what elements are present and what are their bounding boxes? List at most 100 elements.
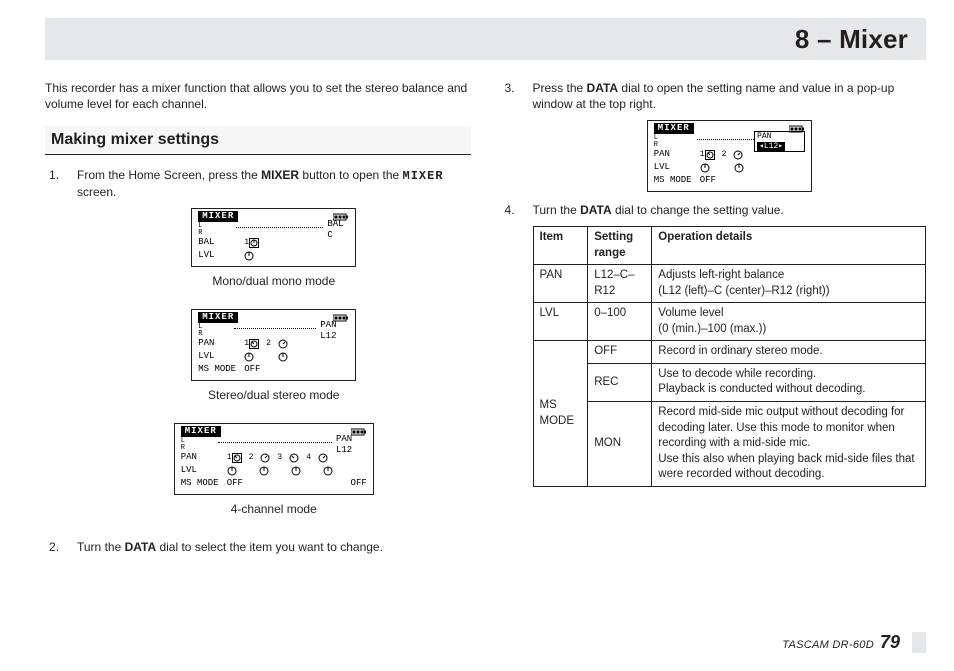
lcd-popup-pan: PAN [654, 149, 700, 160]
knob-icon [289, 453, 299, 463]
lcd-popup-msval: OFF [700, 175, 716, 186]
knob-icon [278, 352, 288, 362]
figure-popup: MIXER L R PAN ◂L12▸ PAN12 LVL MS MODEOFF [533, 120, 927, 192]
step3-bold: DATA [587, 81, 619, 95]
caption-4ch: 4-channel mode [231, 501, 317, 517]
th-details: Operation details [652, 227, 926, 265]
lcd-stereo-lvl: LVL [198, 351, 244, 362]
step1-part-c: screen. [77, 185, 116, 199]
cell-msmode: MS MODE [533, 341, 588, 486]
figure-mono: MIXER L RBAL C BAL1 LVL Mono/dual mono m… [77, 208, 471, 301]
step4-part-b: dial to change the setting value. [612, 203, 784, 217]
cell-lvl-details: Volume level (0 (min.)–100 (max.)) [652, 303, 926, 341]
cell-ms-rec-details: Use to decode while recording. Playback … [652, 363, 926, 401]
knob-icon [249, 339, 259, 349]
knob-icon [700, 163, 710, 173]
steps-list-left: From the Home Screen, press the MIXER bu… [45, 167, 471, 556]
lcd-popup-title: MIXER [654, 123, 694, 134]
table-row: MS MODE OFF Record in ordinary stereo mo… [533, 341, 926, 364]
table-row: MON Record mid-side mic output without d… [533, 402, 926, 487]
lcd-4ch-msmode: MS MODE [181, 478, 227, 489]
left-column: This recorder has a mixer function that … [45, 80, 471, 621]
cell-ms-mon-details: Record mid-side mic output without decod… [652, 402, 926, 487]
knob-icon [318, 453, 328, 463]
lcd-popup-lr: L R [654, 135, 698, 149]
knob-icon [232, 453, 242, 463]
lcd-4ch-pan: PAN [181, 452, 227, 463]
lcd-popup-label: PAN [757, 132, 771, 141]
lcd-mono-title: MIXER [198, 211, 238, 222]
lcd-stereo-pan: PAN [198, 338, 244, 349]
knob-icon [227, 466, 237, 476]
steps-list-right: Press the DATA dial to open the setting … [501, 80, 927, 487]
lcd-4ch-lvl: LVL [181, 465, 227, 476]
lcd-popup: MIXER L R PAN ◂L12▸ PAN12 LVL MS MODEOFF [647, 120, 812, 192]
knob-icon [244, 352, 254, 362]
step1-part-b: button to open the [299, 168, 402, 182]
step-3: Press the DATA dial to open the setting … [501, 80, 927, 192]
footer-product: TASCAM DR-60D [782, 639, 874, 651]
step3-part-a: Press the [533, 81, 587, 95]
footer-page-number: 79 [880, 632, 900, 653]
lcd-4ch-title: MIXER [181, 426, 221, 437]
lcd-popup-msmode: MS MODE [654, 175, 700, 186]
cell-pan-range: L12–C–R12 [588, 265, 652, 303]
cell-ms-off-details: Record in ordinary stereo mode. [652, 341, 926, 364]
th-range: Setting range [588, 227, 652, 265]
caption-mono: Mono/dual mono mode [212, 273, 335, 289]
cell-ms-mon: MON [588, 402, 652, 487]
step4-bold: DATA [580, 203, 612, 217]
step1-lcdword: MIXER [403, 169, 444, 183]
knob-icon [260, 453, 270, 463]
cell-ms-off: OFF [588, 341, 652, 364]
lcd-stereo-title: MIXER [198, 312, 238, 323]
page-footer: TASCAM DR-60D 79 [782, 632, 926, 653]
knob-icon [291, 466, 301, 476]
th-item: Item [533, 227, 588, 265]
lcd-4ch-msval: OFF [227, 478, 243, 489]
lcd-stereo-msval: OFF [244, 364, 260, 375]
page-content: This recorder has a mixer function that … [45, 80, 926, 621]
cell-lvl-range: 0–100 [588, 303, 652, 341]
table-row: LVL 0–100 Volume level (0 (min.)–100 (ma… [533, 303, 926, 341]
lcd-stereo-lr: L R [198, 324, 233, 338]
knob-icon [733, 150, 743, 160]
lcd-4ch: MIXER L RPAN L12 PAN1234 LVL MS MODEOFFO… [174, 423, 374, 495]
lcd-stereo: MIXER L RPAN L12 PAN12 LVL MS MODEOFF [191, 309, 356, 381]
step1-bold: MIXER [261, 168, 299, 182]
right-column: Press the DATA dial to open the setting … [501, 80, 927, 621]
cell-ms-rec: REC [588, 363, 652, 401]
step2-part-b: dial to select the item you want to chan… [156, 540, 383, 554]
lcd-mono: MIXER L RBAL C BAL1 LVL [191, 208, 356, 267]
step-2: Turn the DATA dial to select the item yo… [45, 539, 471, 555]
knob-icon [278, 339, 288, 349]
section-heading: Making mixer settings [45, 126, 471, 155]
cell-pan-details: Adjusts left-right balance (L12 (left)–C… [652, 265, 926, 303]
table-row: PAN L12–C–R12 Adjusts left-right balance… [533, 265, 926, 303]
table-header-row: Item Setting range Operation details [533, 227, 926, 265]
step-4: Turn the DATA dial to change the setting… [501, 202, 927, 486]
lcd-4ch-lr: L R [181, 438, 218, 452]
lcd-mono-lvl: LVL [198, 250, 244, 261]
lcd-mono-bal: BAL [198, 237, 244, 248]
knob-icon [734, 163, 744, 173]
table-row: REC Use to decode while recording. Playb… [533, 363, 926, 401]
figure-stereo: MIXER L RPAN L12 PAN12 LVL MS MODEOFF St… [77, 309, 471, 415]
step2-part-a: Turn the [77, 540, 125, 554]
step2-bold: DATA [125, 540, 157, 554]
step4-part-a: Turn the [533, 203, 581, 217]
step1-part-a: From the Home Screen, press the [77, 168, 261, 182]
lcd-stereo-msmode: MS MODE [198, 364, 244, 375]
footer-band [912, 632, 926, 653]
chapter-title: 8 – Mixer [795, 24, 908, 55]
intro-text: This recorder has a mixer function that … [45, 80, 471, 112]
step-1: From the Home Screen, press the MIXER bu… [45, 167, 471, 529]
caption-stereo: Stereo/dual stereo mode [208, 387, 339, 403]
lcd-popup-lvl: LVL [654, 162, 700, 173]
cell-lvl: LVL [533, 303, 588, 341]
cell-pan: PAN [533, 265, 588, 303]
chapter-header: 8 – Mixer [45, 18, 926, 60]
knob-icon [323, 466, 333, 476]
knob-icon [259, 466, 269, 476]
lcd-mono-lr: L R [198, 223, 235, 237]
